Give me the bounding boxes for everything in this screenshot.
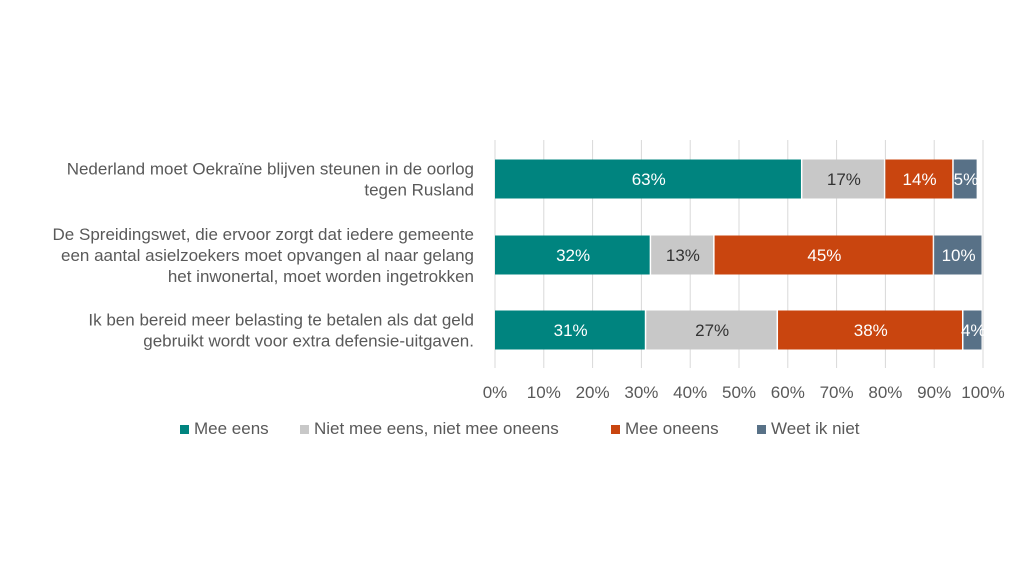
x-tick-label: 70% bbox=[820, 383, 854, 402]
bar-segment bbox=[963, 310, 982, 350]
bar-segment bbox=[885, 159, 953, 199]
legend-swatch bbox=[300, 425, 309, 434]
legend-label: Niet mee eens, niet mee oneens bbox=[314, 419, 559, 438]
x-tick-label: 30% bbox=[624, 383, 658, 402]
legend-swatch bbox=[757, 425, 766, 434]
bars: 63% 17% 14% 5% 32% 13% 45% 10% 31% 27% 38% 4% bbox=[495, 159, 986, 350]
x-tick-label: 90% bbox=[917, 383, 951, 402]
x-tick-label: 80% bbox=[868, 383, 902, 402]
legend-swatch bbox=[180, 425, 189, 434]
category-label: het inwonertal, moet worden ingetrokken bbox=[168, 267, 474, 286]
bar-segment bbox=[778, 310, 962, 350]
x-tick-label: 0% bbox=[483, 383, 508, 402]
x-tick-label: 50% bbox=[722, 383, 756, 402]
x-tick-label: 60% bbox=[771, 383, 805, 402]
bar-segment bbox=[495, 235, 650, 275]
category-label: een aantal asielzoekers moet opvangen al… bbox=[61, 246, 474, 265]
bar-segment bbox=[495, 159, 801, 199]
legend: Mee eens Niet mee eens, niet mee oneens Me… bbox=[180, 419, 860, 438]
data-label: 32% bbox=[556, 246, 590, 265]
x-axis-ticks: 0% 10% 20% 30% 40% 50% 60% 70% 80% 90% 100% bbox=[483, 383, 1005, 402]
data-label: 17% bbox=[827, 170, 861, 189]
x-tick-label: 20% bbox=[576, 383, 610, 402]
bar-segment bbox=[651, 235, 714, 275]
data-label: 4% bbox=[961, 321, 986, 340]
data-label: 5% bbox=[954, 170, 979, 189]
data-label: 14% bbox=[903, 170, 937, 189]
bar-segment bbox=[934, 235, 982, 275]
legend-label: Mee oneens bbox=[625, 419, 719, 438]
category-labels: Nederland moet Oekraïne blijven steunen … bbox=[53, 160, 474, 351]
x-tick-label: 40% bbox=[673, 383, 707, 402]
data-label: 10% bbox=[942, 246, 976, 265]
legend-swatch bbox=[611, 425, 620, 434]
category-label: gebruikt wordt voor extra defensie-uitga… bbox=[143, 332, 474, 351]
bar-segment bbox=[495, 310, 645, 350]
data-label: 13% bbox=[666, 246, 700, 265]
legend-label: Weet ik niet bbox=[771, 419, 860, 438]
category-label: Ik ben bereid meer belasting te betalen … bbox=[88, 311, 474, 330]
data-label: 38% bbox=[854, 321, 888, 340]
data-label: 27% bbox=[695, 321, 729, 340]
category-label: Nederland moet Oekraïne blijven steunen … bbox=[67, 160, 474, 179]
data-label: 31% bbox=[554, 321, 588, 340]
bar-segment bbox=[646, 310, 777, 350]
bar-segment bbox=[953, 159, 977, 199]
bar-segment bbox=[802, 159, 884, 199]
x-tick-label: 100% bbox=[961, 383, 1004, 402]
x-tick-label: 10% bbox=[527, 383, 561, 402]
bar-segment bbox=[714, 235, 933, 275]
legend-label: Mee eens bbox=[194, 419, 269, 438]
data-label: 45% bbox=[807, 246, 841, 265]
category-label: De Spreidingswet, die ervoor zorgt dat i… bbox=[53, 225, 474, 244]
category-label: tegen Rusland bbox=[364, 181, 474, 200]
data-label: 63% bbox=[632, 170, 666, 189]
